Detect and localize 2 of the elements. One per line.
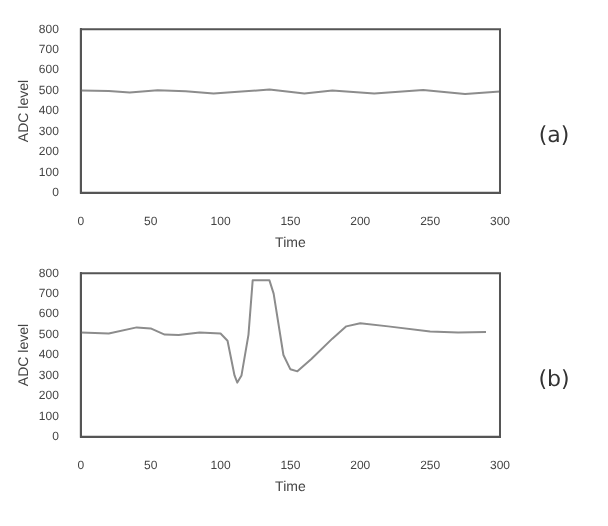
text: (a) [538, 121, 570, 147]
text: (b) [538, 365, 570, 391]
